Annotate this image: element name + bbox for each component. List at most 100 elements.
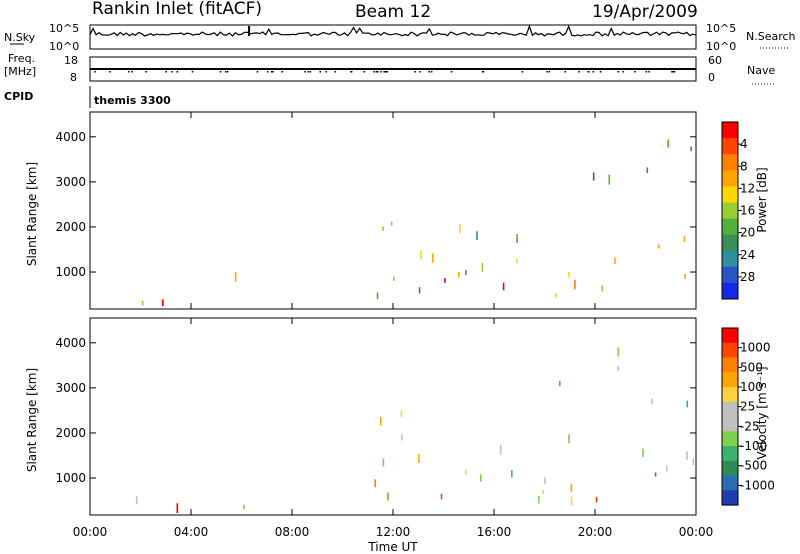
colorbar-tick-label: 500 bbox=[740, 360, 763, 374]
cpid-value: themis 3300 bbox=[94, 94, 171, 107]
colorbar-tick-label: -500 bbox=[740, 459, 767, 473]
data-cell bbox=[595, 496, 598, 503]
station-title: Rankin Inlet (fitACF) bbox=[92, 0, 262, 19]
nave-dot bbox=[219, 71, 222, 73]
data-cell bbox=[570, 483, 573, 493]
colorbar-tick-label: 20 bbox=[740, 226, 755, 240]
data-cell bbox=[544, 477, 546, 484]
nave-dot bbox=[224, 71, 227, 73]
velocity-yticks: 1000 2000 3000 4000 bbox=[55, 336, 696, 485]
freq-panel: Freq. [MHz] 18 8 60 0 Nave bbox=[4, 52, 775, 85]
nave-dot bbox=[171, 71, 173, 73]
colorbar-segment bbox=[722, 357, 738, 373]
nave-dot bbox=[309, 71, 312, 73]
nave-dot bbox=[226, 71, 229, 73]
colorbar-segment bbox=[722, 202, 738, 220]
colorbar-segment bbox=[722, 218, 738, 236]
data-cell bbox=[499, 444, 502, 455]
colorbar-segment bbox=[722, 460, 738, 477]
data-cell bbox=[431, 253, 434, 263]
velocity-panel-frame bbox=[89, 317, 697, 516]
nave-dot bbox=[281, 71, 283, 73]
data-cell bbox=[480, 474, 482, 482]
data-cell bbox=[420, 250, 422, 260]
data-cell bbox=[176, 503, 179, 514]
noise-trace bbox=[89, 24, 697, 37]
freq-tick-high: 18 bbox=[64, 54, 78, 67]
data-cell bbox=[387, 492, 389, 501]
colorbar-segment bbox=[722, 138, 738, 155]
xtick-label: 00:00 bbox=[73, 525, 108, 539]
data-cell bbox=[601, 285, 603, 292]
nsearch-label: N.Search bbox=[746, 30, 796, 43]
power-ylabel: Slant Range [km] bbox=[25, 162, 39, 266]
power-colorbar-label: Power [dB] bbox=[755, 167, 769, 232]
nave-dot bbox=[270, 71, 273, 73]
colorbar-tick-label: 24 bbox=[740, 248, 755, 262]
ytick-label: 2000 bbox=[55, 220, 86, 234]
nsky-tick-high: 10^5 bbox=[49, 22, 79, 35]
nave-dot bbox=[304, 71, 306, 73]
nave-dot bbox=[622, 71, 625, 73]
nsky-tick-low: 10^0 bbox=[49, 40, 79, 53]
colorbar-segment bbox=[722, 122, 738, 139]
colorbar-segment bbox=[722, 475, 738, 491]
nave-dot bbox=[191, 71, 194, 73]
data-cell bbox=[459, 224, 461, 234]
colorbar-tick-label: -100 bbox=[740, 439, 767, 453]
nave-dot bbox=[546, 71, 548, 73]
power-yticks: 1000 2000 3000 4000 bbox=[55, 130, 696, 279]
data-cell bbox=[516, 259, 518, 264]
nave-dot bbox=[373, 71, 375, 73]
velocity-ylabel: Slant Range [km] bbox=[25, 368, 39, 472]
nave-dot bbox=[272, 71, 274, 73]
data-cell bbox=[382, 458, 385, 467]
nave-tick-high: 60 bbox=[708, 54, 722, 67]
data-cell bbox=[686, 400, 688, 408]
freq-label-line1: Freq. bbox=[8, 52, 35, 65]
nave-dot bbox=[521, 71, 524, 73]
nave-label: Nave bbox=[747, 64, 775, 77]
data-cell bbox=[516, 234, 518, 243]
nave-dot bbox=[430, 71, 433, 73]
colorbar-segment bbox=[722, 282, 738, 300]
data-cell bbox=[684, 273, 686, 280]
xtick-label: 04:00 bbox=[174, 525, 209, 539]
nave-dot bbox=[176, 71, 178, 73]
colorbar-segment bbox=[722, 234, 738, 252]
noise-line bbox=[89, 24, 697, 37]
ytick-label: 4000 bbox=[55, 336, 86, 350]
ytick-label: 3000 bbox=[55, 175, 86, 189]
colorbar-segment bbox=[722, 401, 738, 418]
nave-dot bbox=[419, 71, 421, 73]
data-cell bbox=[555, 293, 557, 298]
data-cell bbox=[135, 496, 138, 505]
nave-dot bbox=[385, 71, 387, 73]
data-cell bbox=[667, 139, 669, 148]
nsearch-tick-high: 10^5 bbox=[706, 22, 736, 35]
data-cell bbox=[465, 470, 467, 475]
nave-dot bbox=[599, 71, 602, 73]
data-cell bbox=[683, 236, 686, 242]
colorbar-tick-label: 25 bbox=[740, 400, 755, 414]
colorbar-segment bbox=[722, 446, 738, 462]
nave-dot bbox=[380, 71, 382, 73]
nave-dot bbox=[634, 71, 636, 73]
nave-dot bbox=[131, 71, 133, 73]
nave-dot bbox=[564, 71, 566, 73]
nave-dot bbox=[671, 71, 673, 73]
data-cell bbox=[141, 300, 144, 306]
colorbar-tick-label: 1000 bbox=[740, 341, 771, 355]
data-cell bbox=[570, 496, 573, 506]
ytick-label: 3000 bbox=[55, 381, 86, 395]
data-cell bbox=[617, 347, 620, 357]
data-cell bbox=[400, 410, 403, 417]
nave-dot bbox=[145, 71, 147, 73]
data-cell bbox=[418, 454, 420, 463]
data-cell bbox=[376, 292, 379, 300]
noise-panel-frame bbox=[89, 24, 697, 50]
colorbar-segment bbox=[722, 266, 738, 284]
data-cell bbox=[692, 458, 695, 465]
data-cell bbox=[457, 272, 460, 278]
data-cell bbox=[654, 472, 657, 477]
